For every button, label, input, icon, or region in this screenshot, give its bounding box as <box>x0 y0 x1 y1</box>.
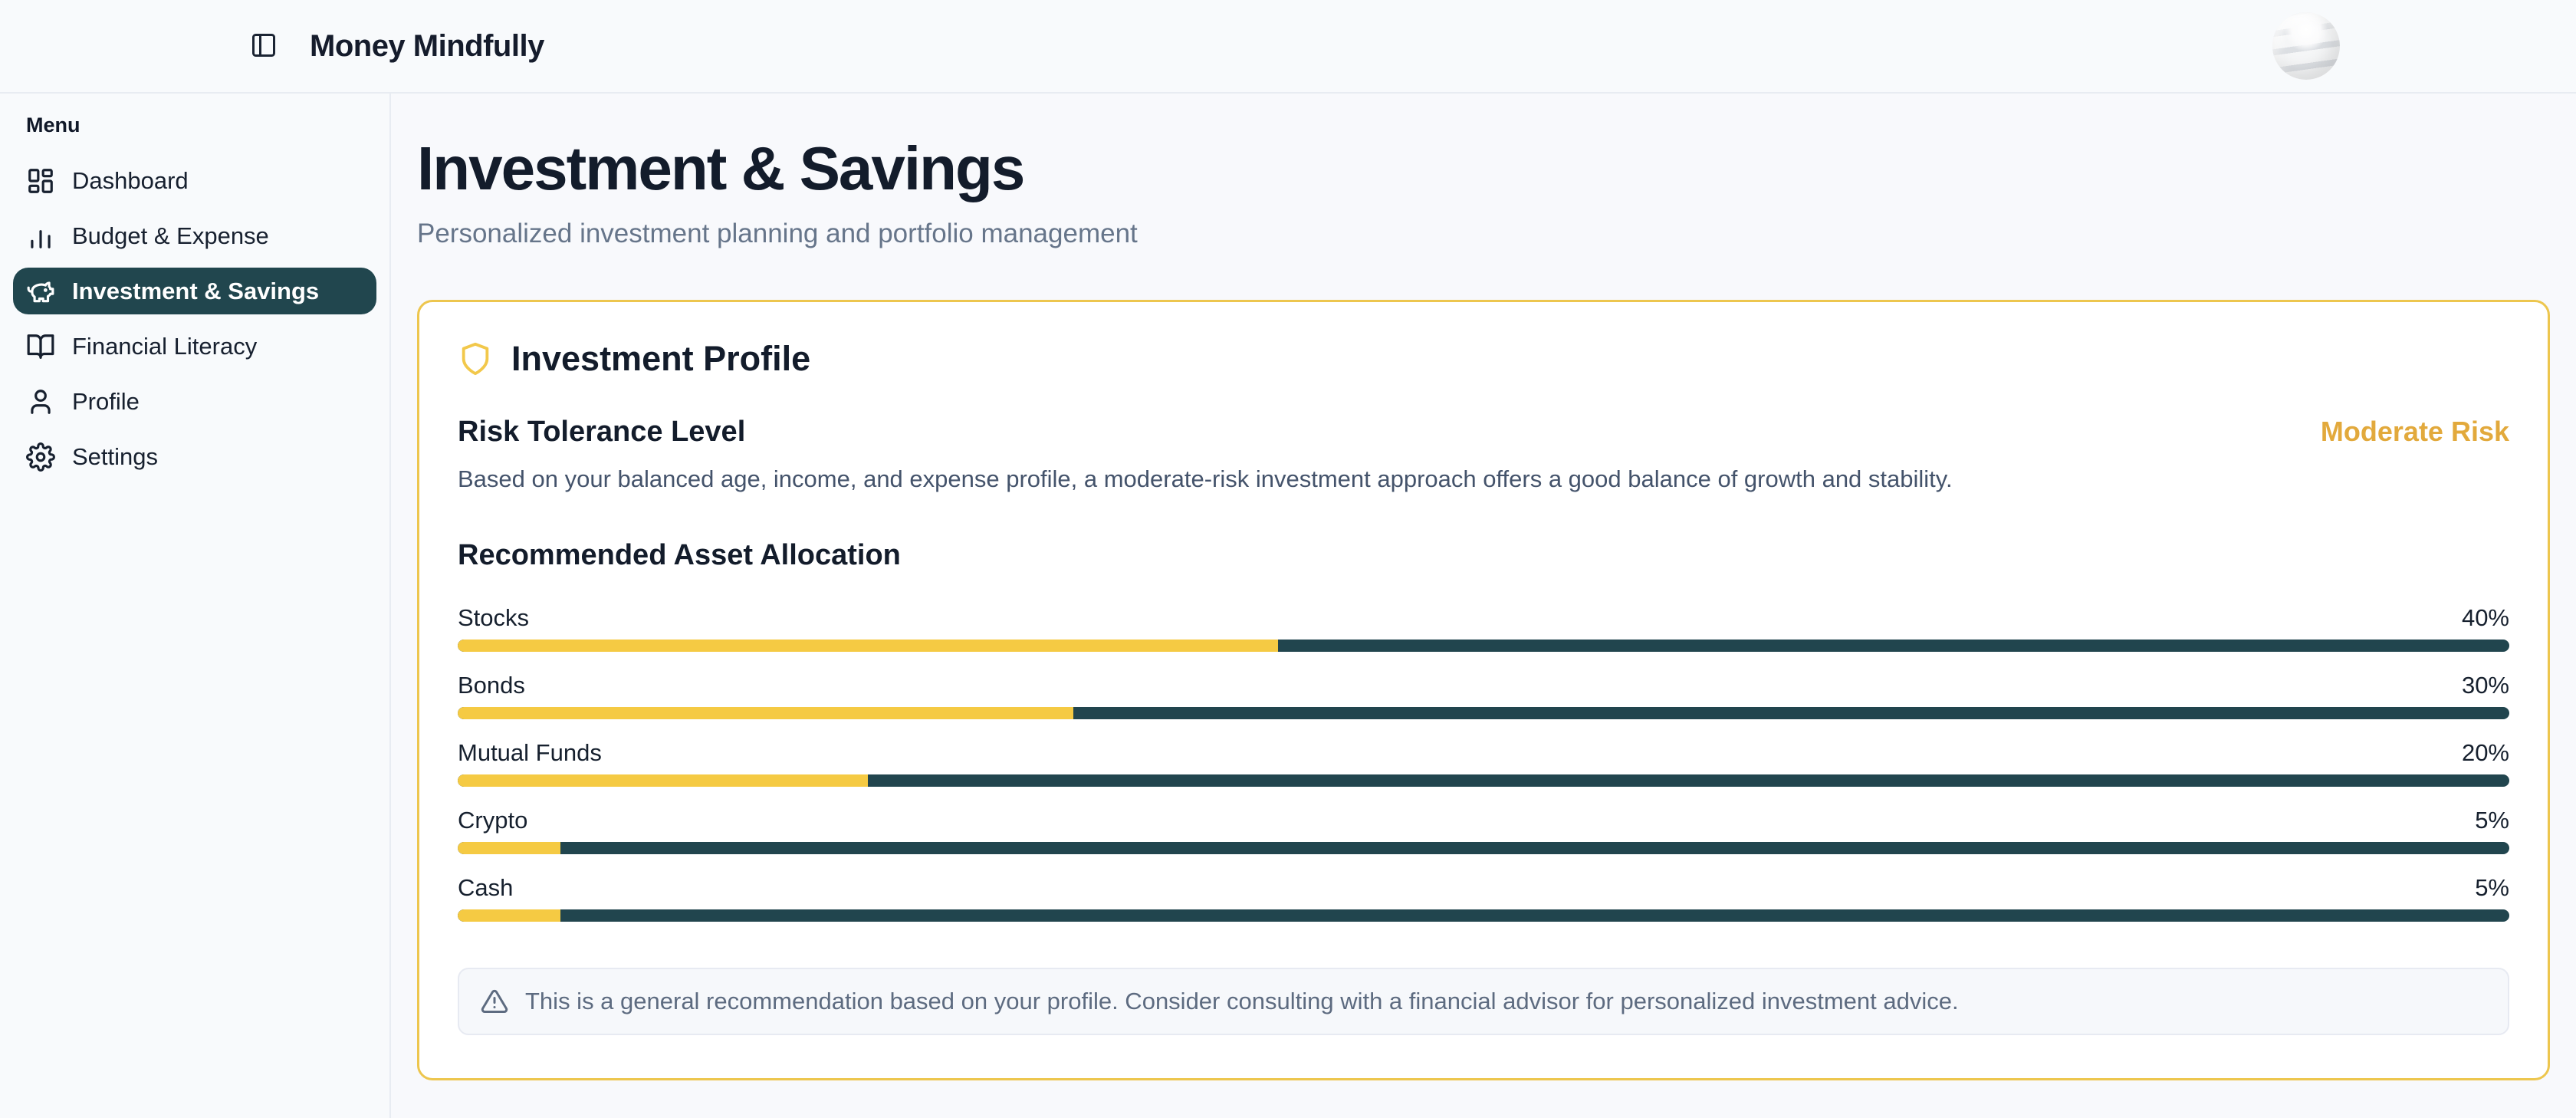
allocation-bar-track <box>458 909 2509 922</box>
advisory-note-text: This is a general recommendation based o… <box>525 988 1959 1014</box>
risk-description: Based on your balanced age, income, and … <box>458 465 1953 492</box>
sidebar-item-label: Investment & Savings <box>72 277 320 304</box>
allocation-row: Bonds 30% <box>458 672 2509 719</box>
page-subtitle: Personalized investment planning and por… <box>417 219 1138 248</box>
advisory-note: This is a general recommendation based o… <box>458 968 2509 1035</box>
allocation-bar-track <box>458 707 2509 719</box>
allocation-row: Crypto 5% <box>458 807 2509 854</box>
risk-tolerance-heading: Risk Tolerance Level <box>458 416 746 448</box>
sidebar-nav: Dashboard Budget & Expense Investment & Sa… <box>13 157 376 480</box>
app-title: Money Mindfully <box>310 28 544 63</box>
sidebar-item-label: Financial Literacy <box>72 332 258 360</box>
allocation-heading: Recommended Asset Allocation <box>458 539 901 571</box>
book-open-icon <box>26 332 55 361</box>
allocation-row-header: Mutual Funds 20% <box>458 739 2509 767</box>
allocation-row: Mutual Funds 20% <box>458 739 2509 787</box>
allocation-bar-fill <box>458 909 560 922</box>
allocation-row-header: Stocks 40% <box>458 604 2509 632</box>
panel-left-icon <box>250 31 278 61</box>
sidebar-item-label: Dashboard <box>72 166 189 194</box>
sidebar-item-profile[interactable]: Profile <box>13 378 376 425</box>
allocation-bar-track <box>458 774 2509 787</box>
allocation-percent: 30% <box>2461 672 2509 699</box>
main-content: Investment & Savings Personalized invest… <box>391 94 2576 1118</box>
sidebar-item-dashboard[interactable]: Dashboard <box>13 157 376 204</box>
allocation-bar-fill <box>458 707 1073 719</box>
allocation-row-header: Cash 5% <box>458 874 2509 902</box>
allocation-percent: 5% <box>2475 807 2509 834</box>
sidebar-toggle-button[interactable] <box>247 29 281 63</box>
allocation-list: Stocks 40% Bonds 30% Mutual Funds 20% Crypto 5%… <box>458 604 2509 922</box>
sidebar-item-label: Settings <box>72 442 159 470</box>
allocation-row-header: Crypto 5% <box>458 807 2509 834</box>
shield-icon <box>458 341 493 377</box>
sidebar-item-settings[interactable]: Settings <box>13 433 376 480</box>
bar-chart-icon <box>26 222 55 251</box>
piggy-bank-icon <box>26 277 55 306</box>
sidebar-menu-label: Menu <box>26 113 80 136</box>
gear-icon <box>26 442 55 472</box>
page-title: Investment & Savings <box>417 134 1025 202</box>
allocation-percent: 20% <box>2461 739 2509 766</box>
card-header: Investment Profile <box>458 339 2509 379</box>
sidebar: Menu Dashboard Budget & Expense Investment… <box>0 94 391 1118</box>
investment-profile-card: Investment Profile Risk Tolerance Level … <box>417 300 2550 1080</box>
allocation-row: Stocks 40% <box>458 604 2509 652</box>
allocation-percent: 40% <box>2461 604 2509 631</box>
sidebar-item-budget-expense[interactable]: Budget & Expense <box>13 212 376 259</box>
allocation-bar-fill <box>458 842 560 854</box>
allocation-label: Bonds <box>458 672 525 699</box>
allocation-bar-track <box>458 640 2509 652</box>
allocation-bar-fill <box>458 774 869 787</box>
warning-triangle-icon <box>481 988 508 1015</box>
allocation-row: Cash 5% <box>458 874 2509 922</box>
top-header: Money Mindfully <box>0 0 2576 94</box>
sidebar-item-label: Profile <box>72 387 140 415</box>
allocation-bar-track <box>458 842 2509 854</box>
allocation-label: Mutual Funds <box>458 739 602 766</box>
allocation-label: Stocks <box>458 604 530 631</box>
card-title: Investment Profile <box>511 339 811 378</box>
allocation-percent: 5% <box>2475 874 2509 901</box>
sidebar-item-label: Budget & Expense <box>72 222 269 249</box>
sidebar-item-investment-savings[interactable]: Investment & Savings <box>13 268 376 314</box>
user-icon <box>26 387 55 416</box>
allocation-label: Cash <box>458 874 514 901</box>
risk-level-badge: Moderate Risk <box>2320 416 2509 447</box>
sidebar-item-financial-literacy[interactable]: Financial Literacy <box>13 323 376 370</box>
risk-tolerance-row: Risk Tolerance Level Moderate Risk <box>458 416 2509 449</box>
user-avatar[interactable] <box>2272 12 2340 80</box>
allocation-label: Crypto <box>458 807 528 834</box>
dashboard-icon <box>26 166 55 196</box>
allocation-bar-fill <box>458 640 1279 652</box>
allocation-row-header: Bonds 30% <box>458 672 2509 699</box>
